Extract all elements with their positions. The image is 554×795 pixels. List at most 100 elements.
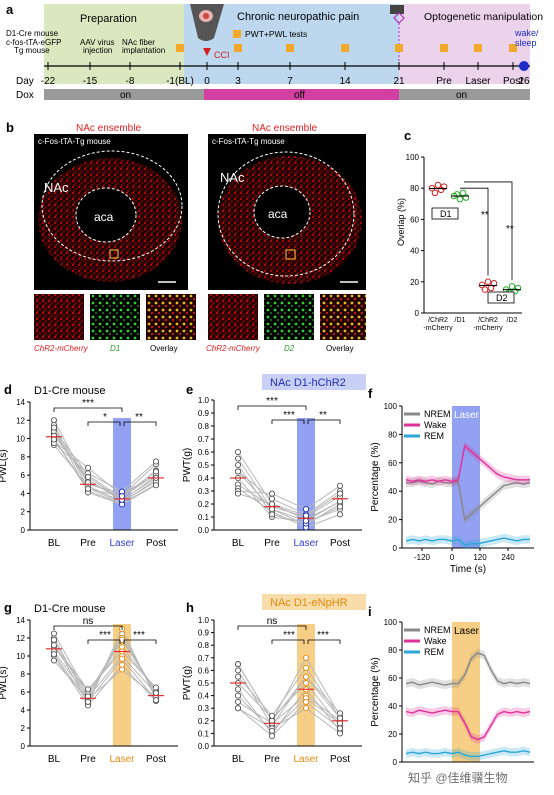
xtick-label: BL [48,754,61,765]
ytick-label: 0 [393,758,398,767]
c-ytick-label: 20 [410,278,419,287]
c-data-point [434,181,442,189]
sig-bracket [271,419,305,424]
ytick-label: 4 [21,706,26,715]
ytick-label: 20 [388,730,397,739]
sig-label: *** [283,410,295,421]
inset-1-label-overlay: Overlay [150,344,178,353]
day-tick-label: -1(BL) [166,76,194,87]
xtick-label: Pre [264,754,280,765]
legend-label: NREM [424,409,451,419]
xtick-label: Pre [80,538,96,549]
xtick-label: 120 [473,553,487,562]
data-point [302,654,310,661]
xtick-label: Laser [293,754,319,765]
legend-label: NREM [424,625,451,635]
data-point [268,500,276,508]
data-point [268,727,276,734]
data-point [84,485,92,492]
ytick-label: 40 [388,487,397,496]
data-point [336,511,344,518]
left-note-3: Tg mouse [14,46,50,55]
preparation-phase-band [44,4,184,84]
opto-phase-band [399,4,530,84]
c-sig-bracket [460,187,489,276]
data-point [50,651,58,658]
panel-g-title: D1-Cre mouse [34,603,106,615]
xtick-label: -120 [414,553,431,562]
data-point [84,698,92,705]
panel-a-timeline: a Preparation Chronic neuropathic pain O… [6,2,543,101]
subject-line [237,688,341,735]
data-point [268,717,276,724]
c-xtick-4a: /D2 [507,317,518,324]
ytick-label: 6 [21,471,26,480]
data-point [50,436,58,443]
data-point [152,468,160,475]
inset-1-red [34,294,84,340]
mouse-icon [190,4,224,41]
data-point [234,673,242,680]
xtick-label: Laser [293,538,319,549]
subject-line [237,471,341,522]
panel-e-title-box [262,374,366,390]
sig-bracket [53,625,123,630]
data-point [268,495,276,502]
ytick-label: 8 [21,453,26,462]
ytick-label: 1.0 [198,396,210,405]
day-tick-label: 21 [393,76,405,87]
nrem-trace [405,651,531,686]
day-tick-label: -8 [126,76,135,87]
test-square [509,44,517,52]
xtick-label: 0 [450,553,455,562]
laser-icon [390,5,404,14]
panel-label-g: g [4,600,12,615]
c-data-point [481,286,489,293]
rem-trace [405,750,531,758]
data-point [152,689,160,696]
ytick-label: 0.8 [198,641,210,650]
data-point [302,506,310,513]
panel-label-i: i [368,604,372,619]
wake-trace [405,444,530,482]
data-point [234,698,242,705]
ytick-label: 0.6 [198,666,210,675]
ytick-label: 0 [21,526,26,535]
panel-label-a: a [6,2,14,17]
subject-line [237,458,341,526]
dox-on-bar-1 [44,89,204,100]
data-point [336,715,344,722]
xtick-label: Laser [109,538,135,549]
y-axis-label: PWL(s) [0,666,9,699]
legend-label: REM [424,431,444,441]
xtick-label: Post [330,538,350,549]
panel-h-chart: NAc D1-eNpHR 0.0 0.1 0.2 0.3 0.4 0.5 0.6 0.7 0.8 0… [182,594,366,765]
data-point [234,692,242,699]
prep-note-1b: injection [83,46,112,55]
y-axis-label: PWT(g) [182,448,193,482]
c-data-point [440,183,448,190]
subject-line [53,427,157,505]
panel-e-chart: NAc D1-hChR2 0.0 0.1 0.2 0.3 0.4 0.5 0.6 0.7 0.8 0… [182,374,366,549]
sig-bracket [307,419,341,424]
data-point [302,673,310,680]
subject-line [237,682,341,727]
inset-2-label-overlay: Overlay [326,344,354,353]
data-point [336,482,344,489]
wake-label-1: wake/ [514,28,539,38]
data-point [84,686,92,693]
rem-trace-band [406,533,530,550]
sig-label: ns [83,616,94,627]
data-point [336,725,344,732]
laser-period-bar [452,406,480,548]
image1-mouse: c-Fos-tTA-Tg mouse [38,137,111,146]
laser-highlight-bar [297,418,315,530]
c-box-d1 [431,207,459,220]
xtick-label: Pre [80,754,96,765]
ytick-label: 10 [16,652,25,661]
data-point [268,732,276,739]
subject-line [53,442,157,493]
data-point [50,657,58,664]
